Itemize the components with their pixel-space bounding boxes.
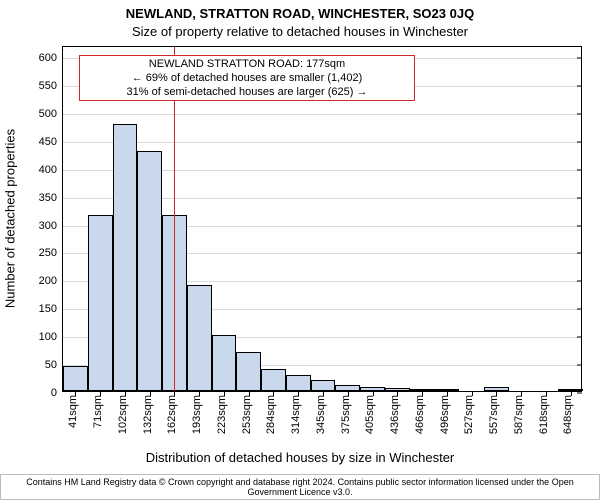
x-tick-label: 466sqm [414,395,426,434]
x-tick-label: 436sqm [389,395,401,434]
y-tick-label: 50 [45,359,63,371]
x-tick-label: 618sqm [538,395,550,434]
x-tick-label: 648sqm [563,395,575,434]
y-tick-mark [577,197,582,198]
y-tick-label: 300 [39,220,63,232]
y-tick-label: 200 [39,275,63,287]
y-tick-mark [577,393,582,394]
x-tick-label: 132sqm [142,395,154,434]
y-tick-label: 350 [39,192,63,204]
y-tick-mark [577,365,582,366]
bar [63,366,88,391]
bar [187,285,212,391]
bar [311,380,336,391]
x-tick-label: 375sqm [340,395,352,434]
y-tick-mark [577,86,582,87]
y-tick-label: 400 [39,164,63,176]
y-tick-mark [577,281,582,282]
bar [113,124,138,391]
annotation-line3: 31% of semi-detached houses are larger (… [84,86,410,100]
x-tick-label: 71sqm [92,395,104,428]
x-tick-label: 284sqm [265,395,277,434]
bar [286,375,311,391]
x-tick-label: 405sqm [365,395,377,434]
x-tick-label: 223sqm [216,395,228,434]
bar [236,352,261,391]
y-tick-label: 550 [39,80,63,92]
x-tick-label: 527sqm [464,395,476,434]
y-tick-label: 500 [39,108,63,120]
annotation-line1: NEWLAND STRATTON ROAD: 177sqm [84,58,410,72]
chart-title-line2: Size of property relative to detached ho… [0,24,600,39]
annotation-line2: ← 69% of detached houses are smaller (1,… [84,72,410,86]
y-tick-mark [577,309,582,310]
x-tick-label: 557sqm [488,395,500,434]
bar [88,215,113,391]
y-tick-label: 0 [51,387,63,399]
chart-title-line1: NEWLAND, STRATTON ROAD, WINCHESTER, SO23… [0,6,600,21]
bar [261,369,286,391]
x-tick-label: 496sqm [439,395,451,434]
footer-text: Contains HM Land Registry data © Crown c… [0,474,600,500]
y-tick-label: 150 [39,303,63,315]
x-tick-label: 41sqm [67,395,79,428]
y-tick-label: 600 [39,52,63,64]
bar [137,151,162,391]
gridline [63,114,581,115]
y-axis-title: Number of detached properties [3,119,18,319]
y-tick-mark [577,253,582,254]
y-tick-label: 100 [39,331,63,343]
y-tick-label: 250 [39,247,63,259]
x-tick-label: 253sqm [241,395,253,434]
y-tick-mark [577,169,582,170]
gridline [63,142,581,143]
chart-container: { "title": { "line1": "NEWLAND, STRATTON… [0,0,600,500]
x-tick-label: 314sqm [290,395,302,434]
y-tick-mark [577,113,582,114]
y-tick-label: 450 [39,136,63,148]
x-tick-label: 345sqm [315,395,327,434]
y-tick-mark [577,141,582,142]
x-tick-label: 162sqm [166,395,178,434]
annotation-box: NEWLAND STRATTON ROAD: 177sqm ← 69% of d… [79,55,415,101]
bar [212,335,237,391]
x-axis-title: Distribution of detached houses by size … [0,450,600,465]
x-tick-label: 102sqm [117,395,129,434]
y-tick-mark [577,225,582,226]
x-tick-label: 587sqm [513,395,525,434]
plot-area: 05010015020025030035040045050055060041sq… [62,46,582,392]
footer: Contains HM Land Registry data © Crown c… [0,474,600,500]
x-tick-label: 193sqm [191,395,203,434]
y-tick-mark [577,58,582,59]
y-tick-mark [577,337,582,338]
